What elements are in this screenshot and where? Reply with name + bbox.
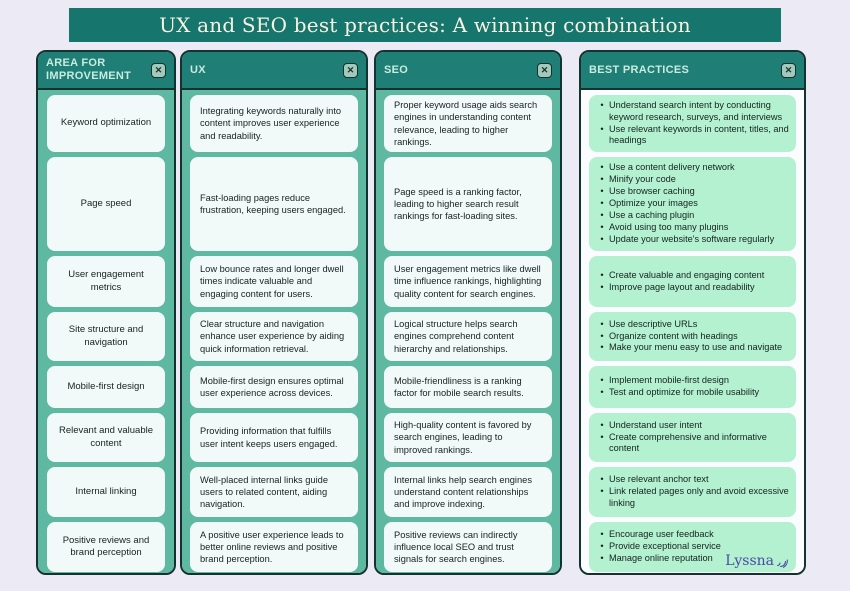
bullet-item: Implement mobile-first design — [595, 375, 790, 387]
area-cell: Site structure and navigation — [47, 312, 165, 361]
column-header-label: UX — [190, 63, 206, 76]
title-bar: UX and SEO best practices: A winning com… — [69, 8, 781, 42]
bullet-item: Update your website's software regularly — [595, 234, 790, 246]
ux-cell: Fast-loading pages reduce frustration, k… — [190, 157, 358, 251]
bullet-item: Use a content delivery network — [595, 162, 790, 174]
bullet-item: Understand user intent — [595, 420, 790, 432]
seo-cell: Mobile-friendliness is a ranking factor … — [384, 366, 552, 408]
column-header-label: SEO — [384, 63, 409, 76]
bullet-item: Use browser caching — [595, 186, 790, 198]
best-practices-cell: Use relevant anchor text Link related pa… — [589, 467, 796, 517]
bullet-item: Use descriptive URLs — [595, 319, 790, 331]
close-icon: ✕ — [154, 64, 163, 75]
close-button[interactable]: ✕ — [537, 62, 552, 78]
column-ux: UX ✕ Integrating keywords naturally into… — [180, 50, 368, 575]
best-practices-cell: Implement mobile-first design Test and o… — [589, 366, 796, 408]
page-title: UX and SEO best practices: A winning com… — [159, 13, 691, 37]
best-practices-cell: Encourage user feedback Provide exceptio… — [589, 522, 796, 572]
bullet-item: Use a caching plugin — [595, 210, 790, 222]
bullet-item: Manage online reputation — [595, 553, 790, 565]
seo-cell: Internal links help search engines under… — [384, 467, 552, 517]
best-practices-cell: Use a content delivery network Minify yo… — [589, 157, 796, 251]
ux-cell: Clear structure and navigation enhance u… — [190, 312, 358, 361]
seo-cell: User engagement metrics like dwell time … — [384, 256, 552, 307]
ux-cell: Providing information that fulfills user… — [190, 413, 358, 462]
ux-cell: A positive user experience leads to bett… — [190, 522, 358, 572]
seo-cell: Proper keyword usage aids search engines… — [384, 95, 552, 152]
close-button[interactable]: ✕ — [151, 62, 166, 78]
bullet-item: Optimize your images — [595, 198, 790, 210]
column-header: AREA FOR IMPROVEMENT ✕ — [38, 52, 174, 90]
ux-cell: Mobile-first design ensures optimal user… — [190, 366, 358, 408]
seo-cell: Page speed is a ranking factor, leading … — [384, 157, 552, 251]
area-cell: Positive reviews and brand perception — [47, 522, 165, 572]
bullet-item: Use relevant anchor text — [595, 474, 790, 486]
lyssna-logo: Lyssna — [725, 553, 788, 569]
area-cell: Mobile-first design — [47, 366, 165, 408]
ux-cell: Low bounce rates and longer dwell times … — [190, 256, 358, 307]
ux-cell: Well-placed internal links guide users t… — [190, 467, 358, 517]
column-body: Understand search intent by conducting k… — [581, 90, 804, 573]
close-icon: ✕ — [784, 64, 793, 75]
area-cell: Internal linking — [47, 467, 165, 517]
seo-cell: Logical structure helps search engines c… — [384, 312, 552, 361]
column-seo: SEO ✕ Proper keyword usage aids search e… — [374, 50, 562, 575]
column-body: Integrating keywords naturally into cont… — [182, 90, 366, 573]
bullet-item: Test and optimize for mobile usability — [595, 387, 790, 399]
column-header-label: BEST PRACTICES — [589, 63, 690, 76]
bullet-item: Improve page layout and readability — [595, 282, 790, 294]
close-button[interactable]: ✕ — [343, 62, 358, 78]
lyssna-wordmark: Lyssna — [725, 553, 774, 569]
ux-cell: Integrating keywords naturally into cont… — [190, 95, 358, 152]
best-practices-cell: Understand search intent by conducting k… — [589, 95, 796, 152]
best-practices-cell: Create valuable and engaging content Imp… — [589, 256, 796, 307]
bullet-item: Create valuable and engaging content — [595, 270, 790, 282]
area-cell: Page speed — [47, 157, 165, 251]
bullet-item: Avoid using too many plugins — [595, 222, 790, 234]
bullet-item: Understand search intent by conducting k… — [595, 100, 790, 124]
area-cell: Relevant and valuable content — [47, 413, 165, 462]
bullet-item: Link related pages only and avoid excess… — [595, 486, 790, 510]
best-practices-cell: Use descriptive URLs Organize content wi… — [589, 312, 796, 361]
column-area-for-improvement: AREA FOR IMPROVEMENT ✕ Keyword optimizat… — [36, 50, 176, 575]
bullet-item: Use relevant keywords in content, titles… — [595, 124, 790, 148]
bullet-item: Encourage user feedback — [595, 529, 790, 541]
bullet-item: Minify your code — [595, 174, 790, 186]
close-icon: ✕ — [540, 64, 549, 75]
area-cell: Keyword optimization — [47, 95, 165, 152]
bullet-item: Organize content with headings — [595, 331, 790, 343]
close-icon: ✕ — [346, 64, 355, 75]
close-button[interactable]: ✕ — [781, 62, 796, 78]
bullet-item: Provide exceptional service — [595, 541, 790, 553]
column-body: Proper keyword usage aids search engines… — [376, 90, 560, 573]
column-best-practices: BEST PRACTICES ✕ Understand search inten… — [579, 50, 806, 575]
column-header: BEST PRACTICES ✕ — [581, 52, 804, 90]
bullet-item: Make your menu easy to use and navigate — [595, 342, 790, 354]
seo-cell: Positive reviews can indirectly influenc… — [384, 522, 552, 572]
area-cell: User engagement metrics — [47, 256, 165, 307]
column-body: Keyword optimization Page speed User eng… — [38, 90, 174, 573]
column-header: SEO ✕ — [376, 52, 560, 90]
column-header-label: AREA FOR IMPROVEMENT — [46, 57, 132, 82]
seo-cell: High-quality content is favored by searc… — [384, 413, 552, 462]
lyssna-waves-icon — [776, 558, 788, 568]
best-practices-cell: Understand user intent Create comprehens… — [589, 413, 796, 462]
bullet-item: Create comprehensive and informative con… — [595, 432, 790, 456]
column-header: UX ✕ — [182, 52, 366, 90]
